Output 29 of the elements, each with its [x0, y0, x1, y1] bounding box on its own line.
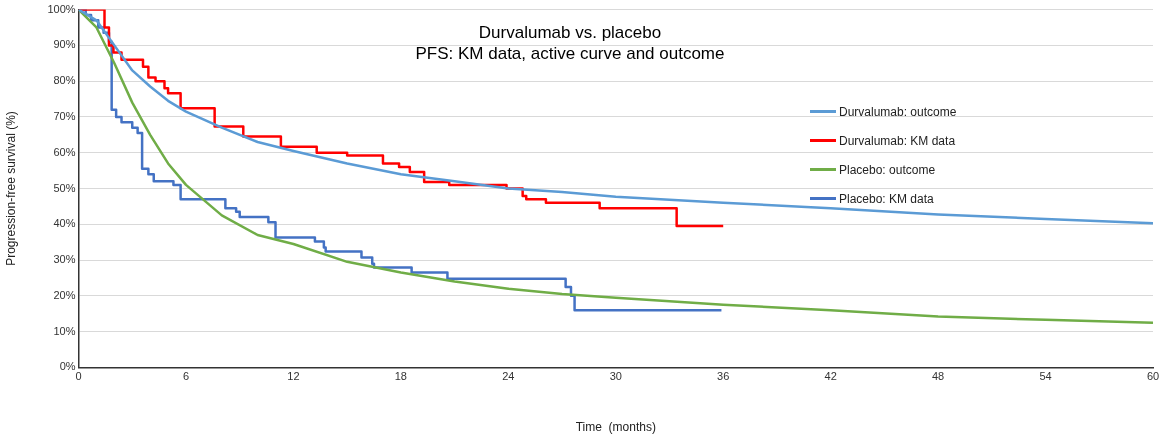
x-tick-label: 24 [502, 370, 515, 383]
y-tick-label: 100% [47, 2, 76, 15]
x-tick-label: 18 [394, 370, 407, 383]
x-tick-label: 60 [1146, 370, 1160, 383]
x-tick-label: 42 [824, 370, 837, 383]
legend-label: Durvalumab: outcome [839, 104, 957, 119]
y-tick-label: 10% [53, 324, 76, 337]
y-tick-label: 0% [59, 360, 76, 373]
x-tick-label: 36 [717, 370, 730, 383]
y-tick-label: 70% [53, 109, 76, 122]
x-tick-label: 12 [287, 370, 300, 383]
x-axis-title: Time (months) [575, 420, 656, 435]
y-tick-label: 90% [53, 38, 76, 51]
y-tick-label: 30% [53, 253, 76, 266]
y-tick-label: 80% [53, 74, 76, 87]
text: Durvalumab vs. placebo PFS: KM data, active curve and outcome [414, 22, 726, 64]
y-tick-label: 60% [53, 145, 76, 158]
x-tick-label: 0 [75, 370, 82, 383]
legend-label: Placebo: KM data [839, 191, 934, 206]
y-tick-label: 50% [53, 181, 76, 194]
y-tick-label: 20% [53, 288, 76, 301]
y-tick-label: 40% [53, 217, 76, 230]
x-tick-label: 54 [1039, 370, 1052, 383]
x-tick-label: 48 [931, 370, 945, 383]
legend-label: Placebo: outcome [839, 162, 936, 177]
x-tick-label: 6 [182, 370, 190, 383]
legend-label: Durvalumab: KM data [839, 133, 956, 148]
y-axis-title: Progression-free survival (%) [3, 111, 18, 266]
x-tick-label: 30 [609, 370, 622, 383]
